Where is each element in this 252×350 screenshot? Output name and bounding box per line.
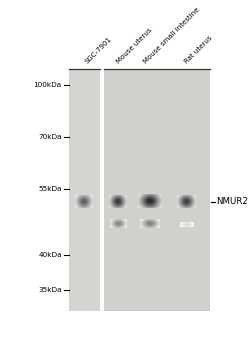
Text: 70kDa: 70kDa bbox=[38, 134, 61, 140]
Text: Mouse small intestine: Mouse small intestine bbox=[142, 6, 200, 64]
Text: 100kDa: 100kDa bbox=[33, 82, 61, 88]
Text: SGC-7901: SGC-7901 bbox=[84, 35, 113, 64]
Text: 35kDa: 35kDa bbox=[38, 287, 61, 293]
Text: 55kDa: 55kDa bbox=[38, 186, 61, 192]
Bar bbox=[69, 69, 100, 311]
Bar bbox=[104, 69, 209, 311]
Text: 40kDa: 40kDa bbox=[38, 252, 61, 258]
Text: Mouse uterus: Mouse uterus bbox=[115, 27, 152, 64]
Text: Rat uterus: Rat uterus bbox=[183, 34, 213, 64]
Text: NMUR2: NMUR2 bbox=[215, 197, 247, 206]
